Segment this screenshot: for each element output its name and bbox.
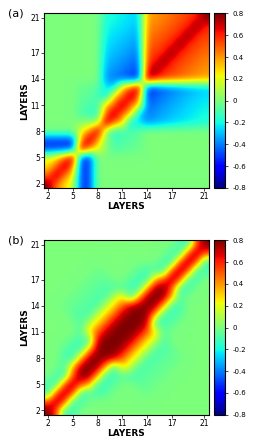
X-axis label: LAYERS: LAYERS (107, 202, 145, 211)
Text: (a): (a) (8, 8, 24, 18)
X-axis label: LAYERS: LAYERS (107, 429, 145, 438)
Y-axis label: LAYERS: LAYERS (20, 82, 29, 120)
Text: (b): (b) (8, 235, 24, 245)
Y-axis label: LAYERS: LAYERS (20, 309, 29, 347)
